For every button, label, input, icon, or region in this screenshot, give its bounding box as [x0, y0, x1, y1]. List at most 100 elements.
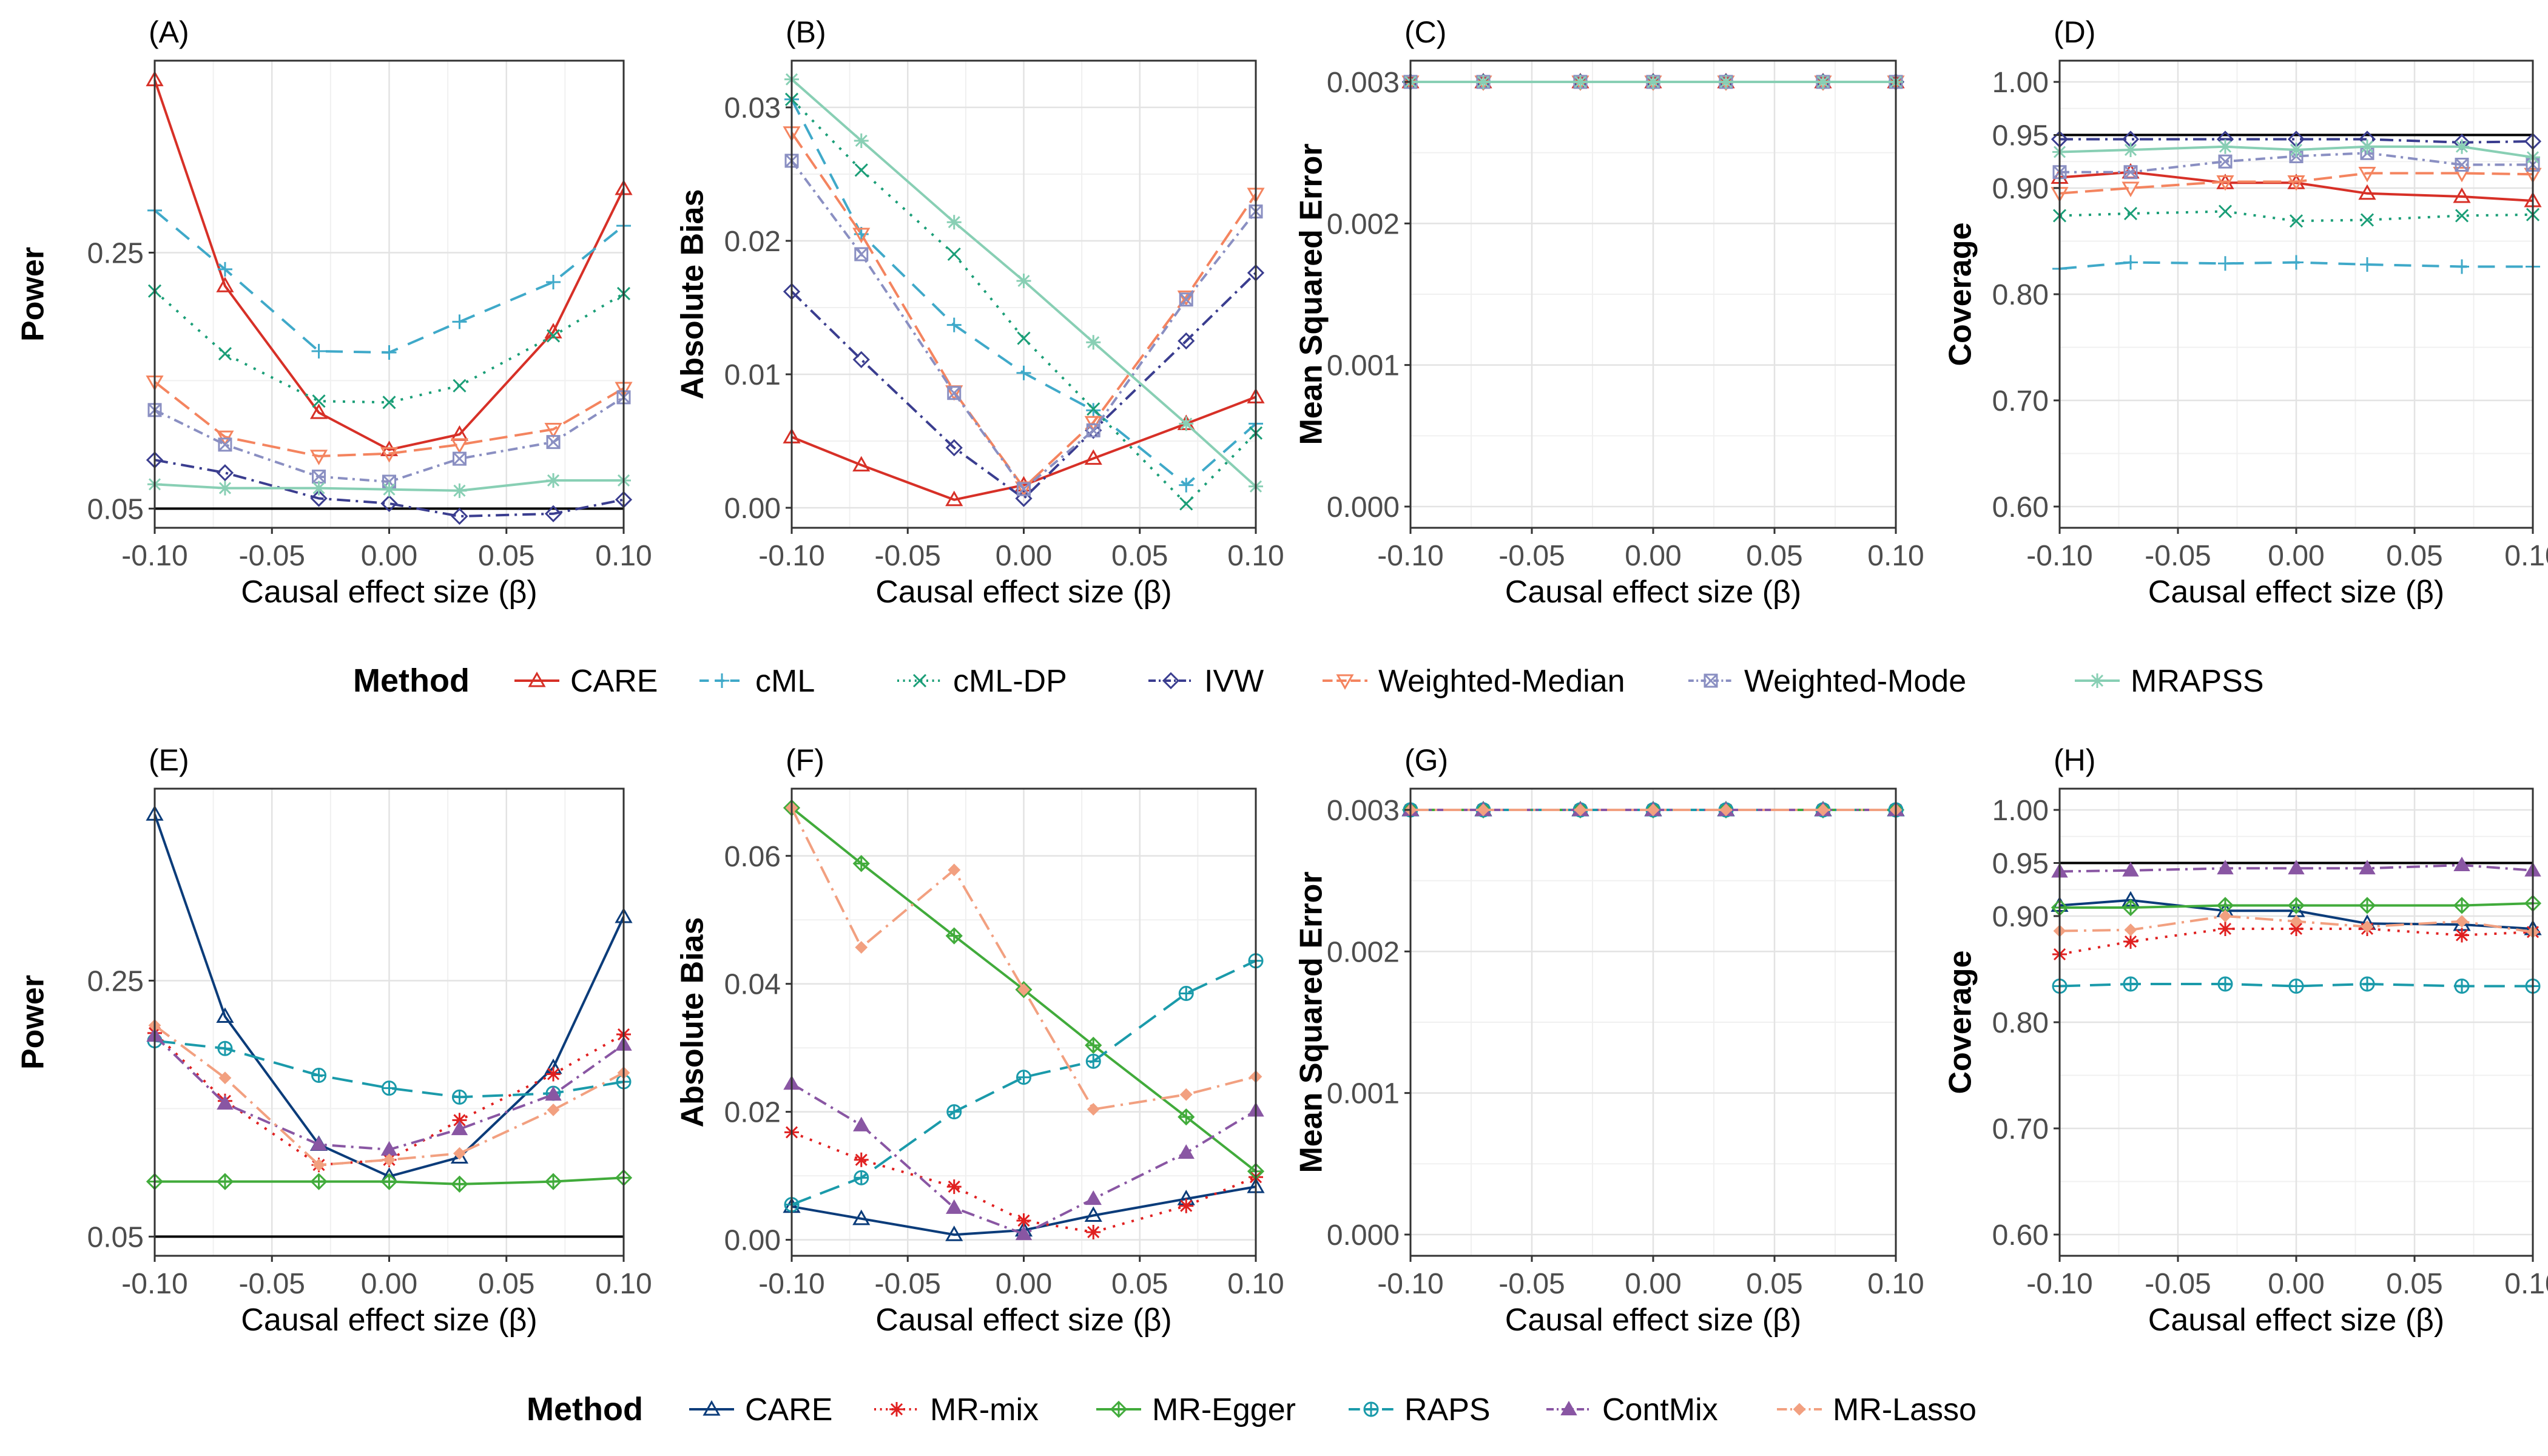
legend-label: MR-Egger	[1152, 1392, 1296, 1427]
x-tick-label: -0.05	[239, 540, 305, 572]
y-axis-title: Absolute Bias	[675, 917, 710, 1128]
x-tick-label: -0.10	[2026, 1268, 2092, 1300]
legend-item: ContMix	[1546, 1392, 1718, 1427]
data-point	[1086, 1225, 1100, 1239]
x-tick-label: 0.00	[2268, 540, 2324, 572]
y-tick-label: 0.03	[724, 92, 781, 124]
legend-item: MR-Lasso	[1777, 1392, 1977, 1427]
y-tick-label: 0.60	[1992, 491, 2049, 524]
x-tick-label: 0.00	[996, 540, 1052, 572]
data-point	[382, 482, 397, 497]
y-tick-label: 0.000	[1327, 491, 1400, 524]
data-point	[546, 473, 561, 488]
y-tick-label: 0.95	[1992, 120, 2049, 152]
y-tick-label: 0.000	[1327, 1219, 1400, 1252]
x-tick-label: -0.05	[2145, 1268, 2211, 1300]
data-point	[383, 1082, 396, 1095]
figure: -0.10 -0.05 0.00 0.05 0.10 0.05 0.25 Causal eff…	[0, 0, 2548, 1456]
y-tick-label: 0.05	[87, 1221, 144, 1253]
x-axis-title: Causal effect size (β)	[875, 575, 1171, 610]
panel-tag: (C)	[1404, 15, 1446, 49]
data-point	[1086, 335, 1100, 349]
legend-label: cML	[755, 664, 815, 699]
x-axis-title: Causal effect size (β)	[241, 1303, 537, 1338]
y-tick-label: 1.00	[1992, 67, 2049, 99]
data-point	[1087, 1054, 1100, 1068]
data-point	[2218, 140, 2233, 154]
x-axis-title: Causal effect size (β)	[2148, 1303, 2444, 1338]
y-tick-label: 0.25	[87, 965, 144, 997]
legend-title: Method	[353, 662, 470, 699]
y-tick-label: 0.02	[724, 1097, 781, 1129]
x-tick-label: -0.10	[1377, 540, 1443, 572]
data-point	[1573, 75, 1588, 89]
legend-item: cML	[699, 664, 815, 699]
y-axis-title: Mean Squared Error	[1294, 143, 1329, 445]
data-point	[312, 481, 326, 496]
legend-label: cML-DP	[953, 664, 1067, 699]
data-point	[1816, 75, 1830, 89]
legend-key-marker	[1364, 1403, 1378, 1416]
legend-label: IVW	[1204, 664, 1264, 699]
x-tick-label: 0.00	[996, 1268, 1052, 1300]
data-point	[948, 1105, 961, 1119]
y-tick-label: 1.00	[1992, 795, 2049, 827]
y-tick-label: 0.001	[1327, 1078, 1400, 1110]
data-point	[2124, 977, 2137, 991]
legend-item: CARE	[514, 664, 658, 699]
x-tick-label: 0.05	[478, 1268, 534, 1300]
y-tick-label: 0.06	[724, 841, 781, 873]
x-tick-label: 0.05	[1746, 1268, 1802, 1300]
legend-key-marker	[2090, 673, 2105, 688]
legend-label: MR-mix	[930, 1392, 1039, 1427]
legend-item: MR-mix	[874, 1392, 1039, 1427]
y-tick-label: 0.02	[724, 226, 781, 258]
x-tick-label: 0.10	[1867, 1268, 1924, 1300]
data-point	[2361, 977, 2374, 991]
panel-tag: (D)	[2054, 15, 2095, 49]
legend-item: RAPS	[1349, 1392, 1491, 1427]
x-tick-label: 0.05	[2386, 540, 2442, 572]
data-point	[947, 1179, 962, 1194]
panel-g: -0.10 -0.05 0.00 0.05 0.100.0000.0010.0020.0…	[1294, 743, 1924, 1338]
legend: Method CARE MR-mix MR-Egger RAPS ContMix MR-La…	[527, 1391, 1977, 1427]
data-point	[2290, 980, 2303, 993]
x-tick-label: 0.10	[2504, 1268, 2548, 1300]
data-point	[2219, 977, 2232, 991]
panel-tag: (F)	[786, 743, 824, 777]
x-tick-label: 0.00	[2268, 1268, 2324, 1300]
legend-key-marker	[1794, 1404, 1805, 1415]
legend-key-marker	[715, 673, 729, 688]
data-point	[855, 1171, 868, 1184]
x-tick-label: -0.05	[239, 1268, 305, 1300]
legend-item: Weighted-Median	[1323, 664, 1625, 699]
y-tick-label: 0.001	[1327, 350, 1400, 382]
panel-tag: (A)	[149, 15, 189, 49]
data-point	[1179, 987, 1193, 1000]
y-axis-title: Power	[16, 247, 51, 342]
panel-a: -0.10 -0.05 0.00 0.05 0.100.050.25Causal eff…	[16, 15, 652, 610]
x-tick-label: 0.10	[595, 540, 652, 572]
legend-label: ContMix	[1602, 1392, 1718, 1427]
legend-item: Weighted-Mode	[1688, 664, 1966, 699]
data-point	[218, 481, 232, 496]
y-tick-label: 0.80	[1992, 279, 2049, 311]
x-tick-label: 0.05	[1111, 1268, 1168, 1300]
data-point	[2123, 143, 2138, 157]
x-tick-label: 0.10	[2504, 540, 2548, 572]
legend-key-marker	[889, 1402, 904, 1417]
x-tick-label: 0.10	[595, 1268, 652, 1300]
data-point	[2455, 928, 2469, 943]
y-tick-label: 0.90	[1992, 901, 2049, 933]
y-tick-label: 0.95	[1992, 848, 2049, 880]
data-point	[218, 1042, 232, 1055]
panel-e: -0.10 -0.05 0.00 0.05 0.10 0.05 0.25 Causal eff…	[16, 743, 652, 1338]
data-point	[1646, 75, 1660, 89]
panel-b: -0.10 -0.05 0.00 0.05 0.100.000.010.020.03Ca…	[675, 15, 1284, 610]
legend-item: IVW	[1148, 664, 1264, 699]
legend-label: MR-Lasso	[1833, 1392, 1977, 1427]
y-axis-title: Coverage	[1943, 951, 1978, 1094]
x-tick-label: -0.05	[875, 1268, 941, 1300]
x-tick-label: 0.00	[361, 1268, 417, 1300]
y-tick-label: 0.003	[1327, 795, 1400, 827]
